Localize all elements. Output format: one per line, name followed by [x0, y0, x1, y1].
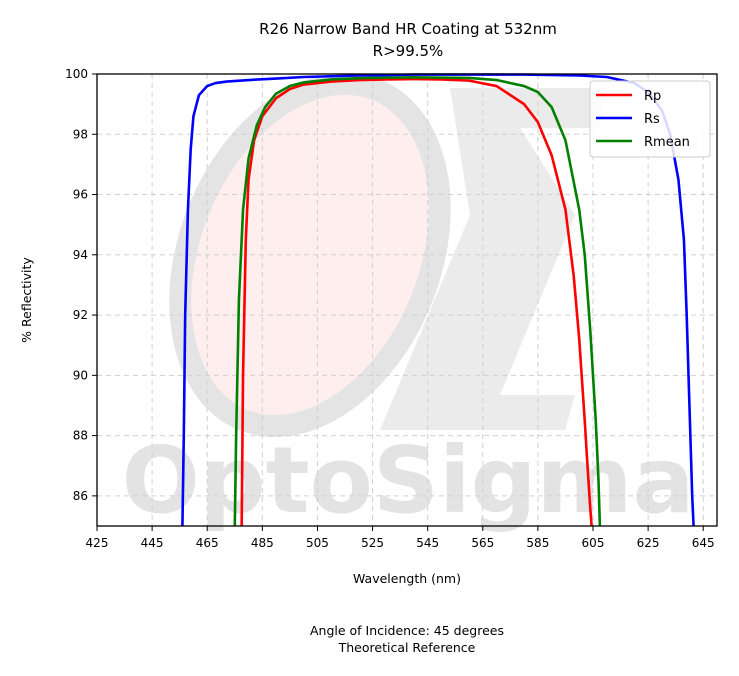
legend-label-rp: Rp [644, 89, 661, 104]
legend: Rp Rs Rmean [589, 80, 711, 158]
x-tick-label: 565 [471, 536, 494, 550]
y-axis-label: % Reflectivity [19, 257, 34, 343]
y-tick-label: 90 [73, 368, 88, 382]
x-tick-label: 425 [86, 536, 109, 550]
y-tick-label: 98 [73, 127, 88, 141]
plot-frame [96, 73, 718, 527]
y-tick-label: 88 [73, 429, 88, 443]
y-tick-label: 96 [73, 188, 88, 202]
chart-title: R26 Narrow Band HR Coating at 532nm [259, 20, 557, 38]
y-tick-label: 92 [73, 308, 88, 322]
x-axis-label: Wavelength (nm) [353, 571, 461, 586]
y-tick-label: 94 [73, 248, 88, 262]
legend-label-rs: Rs [644, 112, 660, 127]
legend-box [589, 80, 711, 158]
x-tick-label: 585 [526, 536, 549, 550]
series-line-rmean [233, 76, 602, 527]
y-tick-label: 86 [73, 489, 88, 503]
x-tick-label: 625 [637, 536, 660, 550]
y-tick-label: 100 [65, 67, 88, 81]
optosigma-watermark: OptoSigma [122, 72, 694, 534]
x-tick-label: 645 [692, 536, 715, 550]
x-tick-label: 505 [306, 536, 329, 550]
annotation-angle: Angle of Incidence: 45 degrees [310, 623, 504, 638]
watermark-sigma-icon [380, 88, 605, 430]
annotation-reference: Theoretical Reference [338, 640, 476, 655]
legend-label-rmean: Rmean [644, 135, 690, 150]
series-line-rp [240, 77, 593, 527]
x-tick-label: 545 [416, 536, 439, 550]
x-tick-label: 445 [141, 536, 164, 550]
x-tick-label: 465 [196, 536, 219, 550]
x-tick-label: 525 [361, 536, 384, 550]
chart-subtitle: R>99.5% [373, 42, 444, 60]
x-tick-label: 605 [582, 536, 605, 550]
legend-items: Rp Rs Rmean [596, 89, 690, 150]
x-tick-label: 485 [251, 536, 274, 550]
axis-ticks: 425 445 465 485 505 525 545 565 585 605 625 645 86 88… [65, 67, 715, 550]
